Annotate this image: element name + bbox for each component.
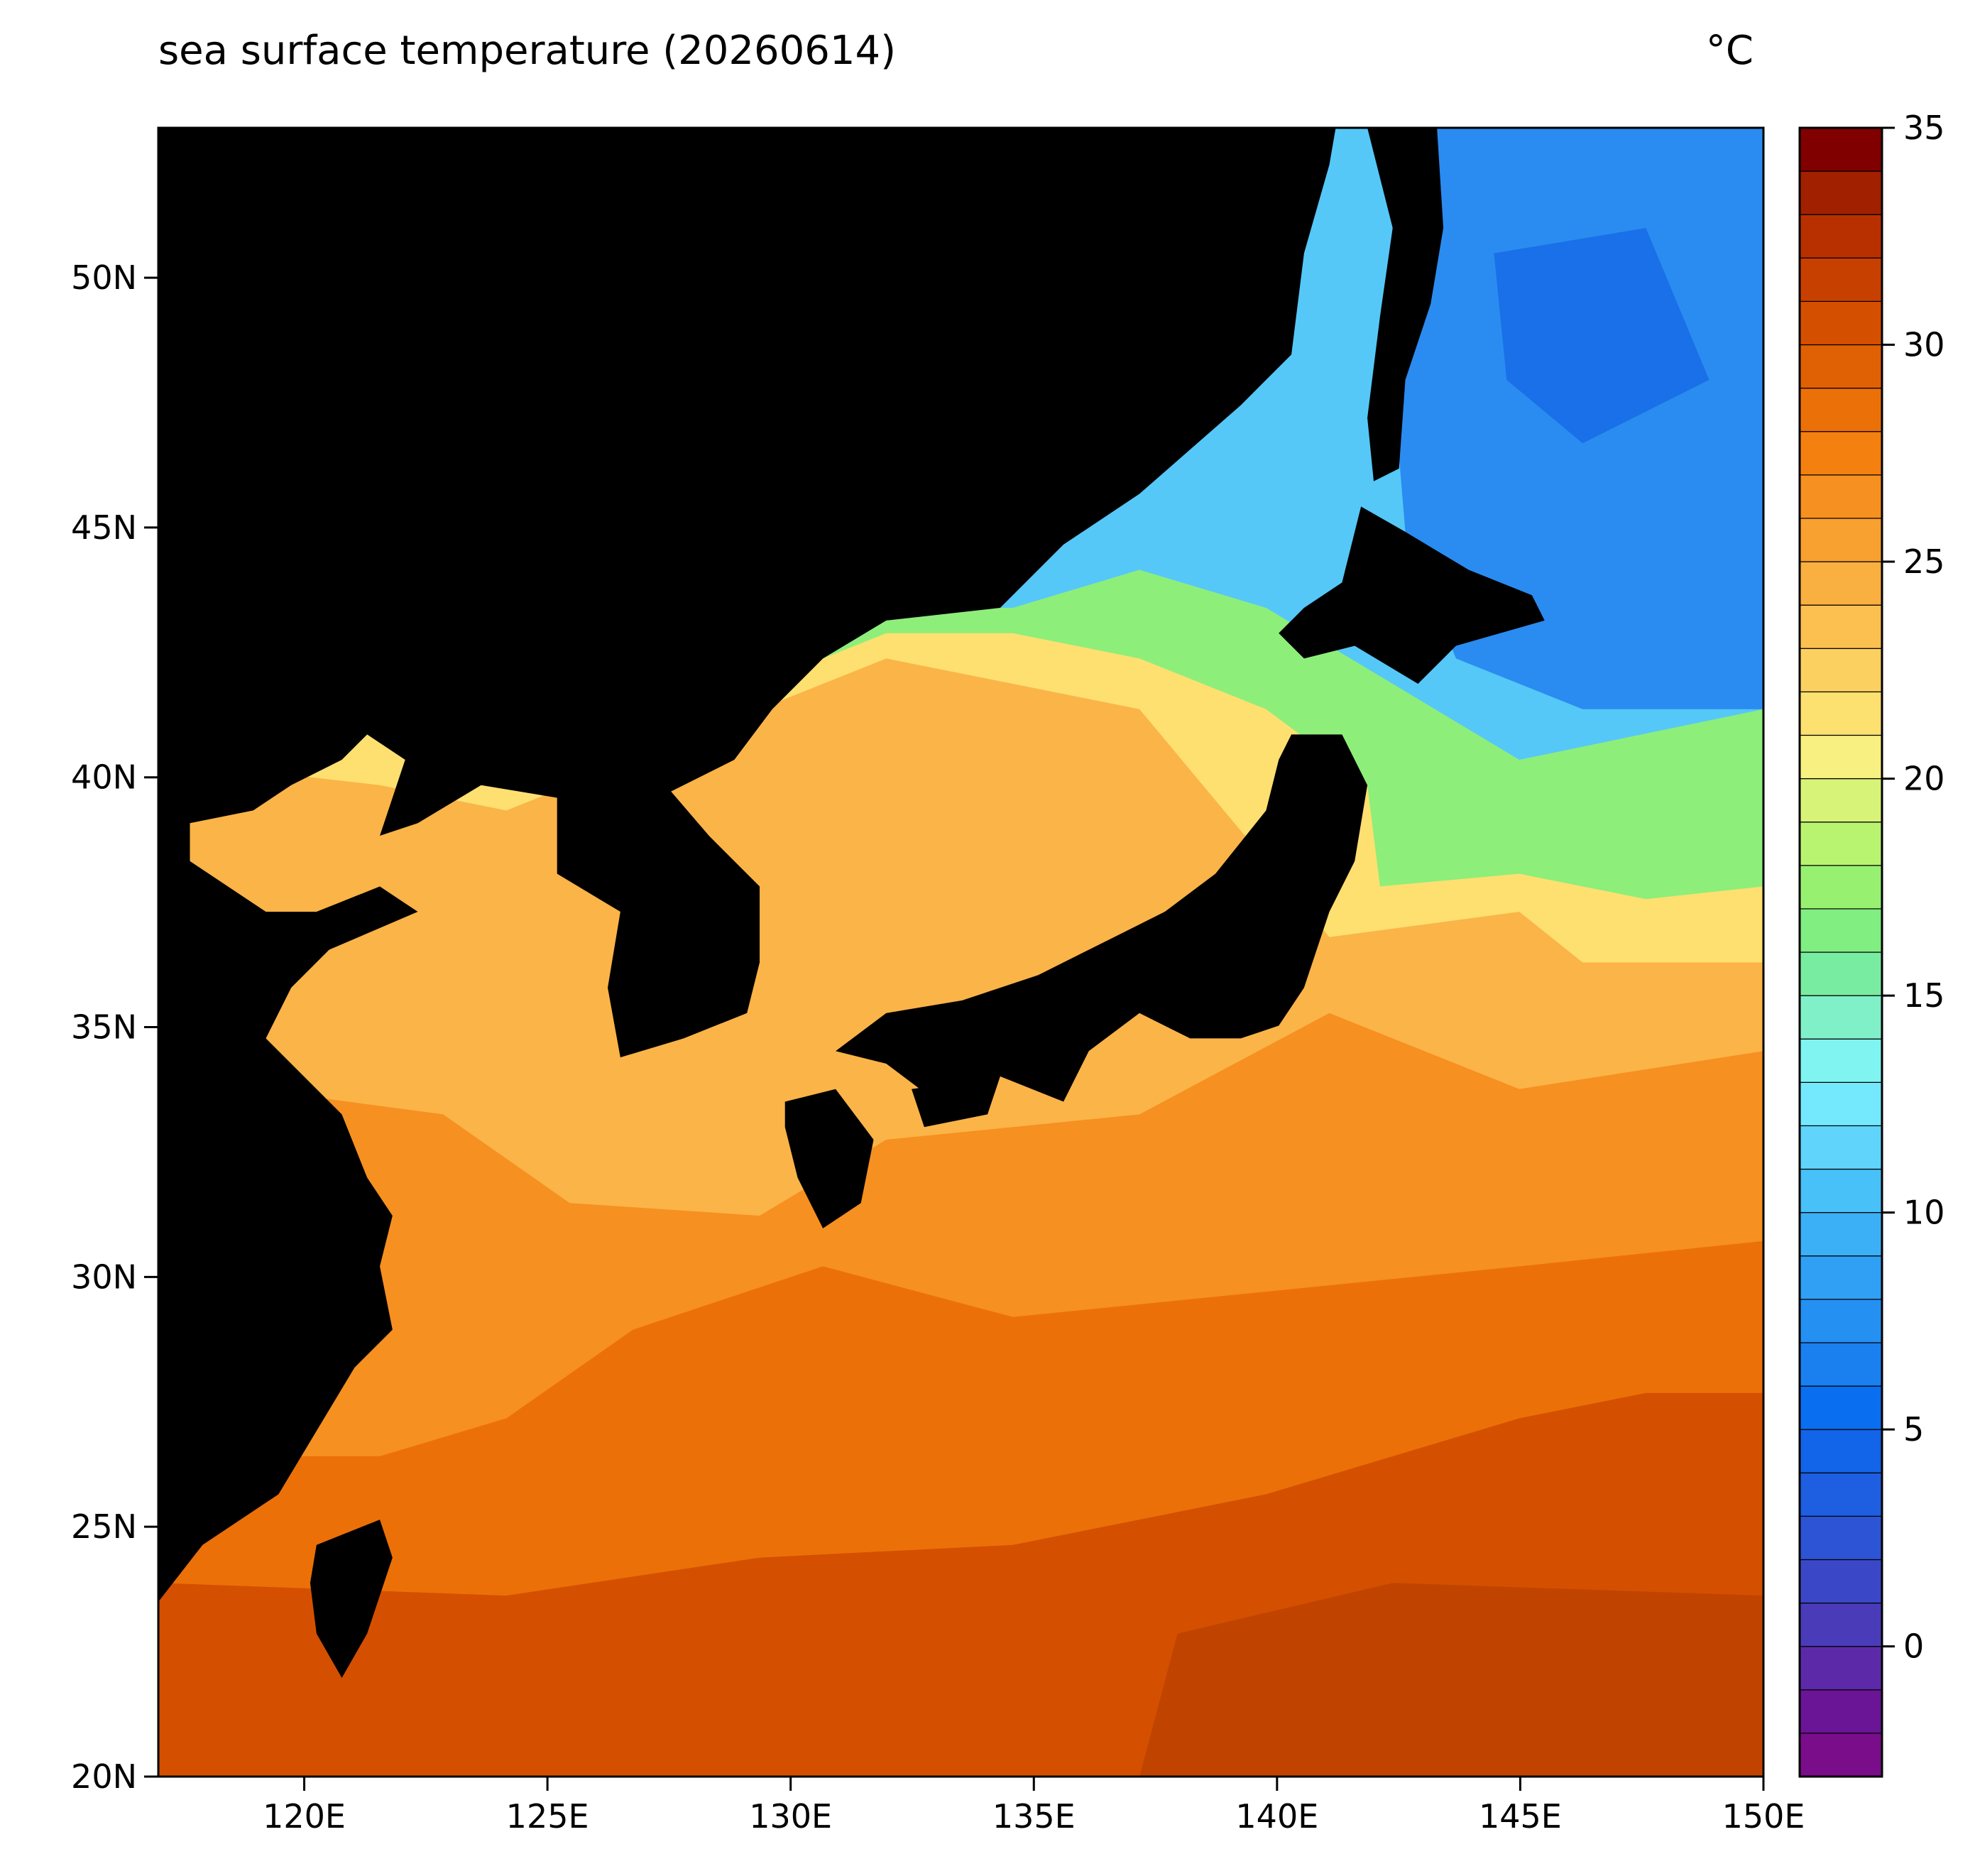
colorbar-segment	[1799, 127, 1883, 172]
colorbar-tick-label: 30	[1903, 326, 1945, 364]
x-tick-label: 135E	[992, 1797, 1076, 1836]
x-tick-label: 140E	[1235, 1797, 1318, 1836]
colorbar-segment	[1799, 1602, 1883, 1647]
y-tick-label: 25N	[71, 1507, 137, 1546]
colorbar-segment	[1799, 344, 1883, 389]
colorbar-segment	[1799, 1125, 1883, 1170]
colorbar-segment	[1799, 518, 1883, 562]
colorbar-segment	[1799, 734, 1883, 780]
colorbar-segment	[1799, 257, 1883, 302]
colorbar-segment	[1799, 561, 1883, 606]
colorbar-segment	[1799, 388, 1883, 432]
colorbar-segment	[1799, 1515, 1883, 1561]
y-tick-label: 40N	[71, 758, 137, 797]
colorbar-segment	[1799, 1472, 1883, 1517]
colorbar-segment	[1799, 431, 1883, 476]
colorbar-segment	[1799, 1342, 1883, 1387]
y-tick-label: 20N	[71, 1757, 137, 1796]
x-tick-label: 130E	[749, 1797, 832, 1836]
colorbar-segment	[1799, 1646, 1883, 1691]
colorbar-segment	[1799, 1385, 1883, 1430]
colorbar-segment	[1799, 1299, 1883, 1343]
colorbar-tick-label: 25	[1903, 542, 1945, 581]
y-tick-label: 50N	[71, 258, 137, 297]
colorbar-segment	[1799, 474, 1883, 519]
colorbar-tick-label: 10	[1903, 1194, 1945, 1232]
colorbar-segment	[1799, 300, 1883, 346]
colorbar-segment	[1799, 1081, 1883, 1127]
colorbar-segment	[1799, 1168, 1883, 1214]
colorbar-segment	[1799, 1429, 1883, 1473]
colorbar-tick-label: 35	[1903, 109, 1945, 147]
colorbar-segment	[1799, 1559, 1883, 1604]
colorbar-tick-label: 0	[1903, 1627, 1924, 1666]
colorbar-segment	[1799, 865, 1883, 910]
plot-frame	[157, 126, 1765, 1778]
colorbar-segment	[1799, 995, 1883, 1040]
x-tick-label: 150E	[1722, 1797, 1805, 1836]
colorbar-segment	[1799, 691, 1883, 736]
colorbar-segment	[1799, 778, 1883, 823]
colorbar-segment	[1799, 648, 1883, 692]
colorbar-segment	[1799, 1733, 1883, 1777]
colorbar-segment	[1799, 822, 1883, 866]
x-tick-label: 145E	[1479, 1797, 1562, 1836]
colorbar-segment	[1799, 214, 1883, 258]
colorbar-tick-label: 20	[1903, 760, 1945, 798]
y-tick-label: 35N	[71, 1008, 137, 1047]
chart-title: sea surface temperature (20260614)	[158, 28, 896, 74]
y-tick-label: 30N	[71, 1258, 137, 1296]
colorbar-segment	[1799, 1255, 1883, 1300]
colorbar-segment	[1799, 604, 1883, 649]
colorbar-segment	[1799, 1038, 1883, 1083]
colorbar-segment	[1799, 170, 1883, 215]
colorbar-segment	[1799, 908, 1883, 953]
colorbar-tick-label: 5	[1903, 1410, 1924, 1449]
colorbar-unit: °C	[1706, 28, 1754, 74]
sst-field	[158, 128, 1764, 1777]
colorbar-segment	[1799, 951, 1883, 996]
colorbar-frame	[1798, 126, 1883, 1778]
colorbar-segment	[1799, 1689, 1883, 1734]
x-tick-label: 125E	[506, 1797, 589, 1836]
colorbar-tick-label: 15	[1903, 976, 1945, 1015]
y-tick-label: 45N	[71, 508, 137, 547]
x-tick-label: 120E	[263, 1797, 346, 1836]
colorbar-segment	[1799, 1212, 1883, 1257]
